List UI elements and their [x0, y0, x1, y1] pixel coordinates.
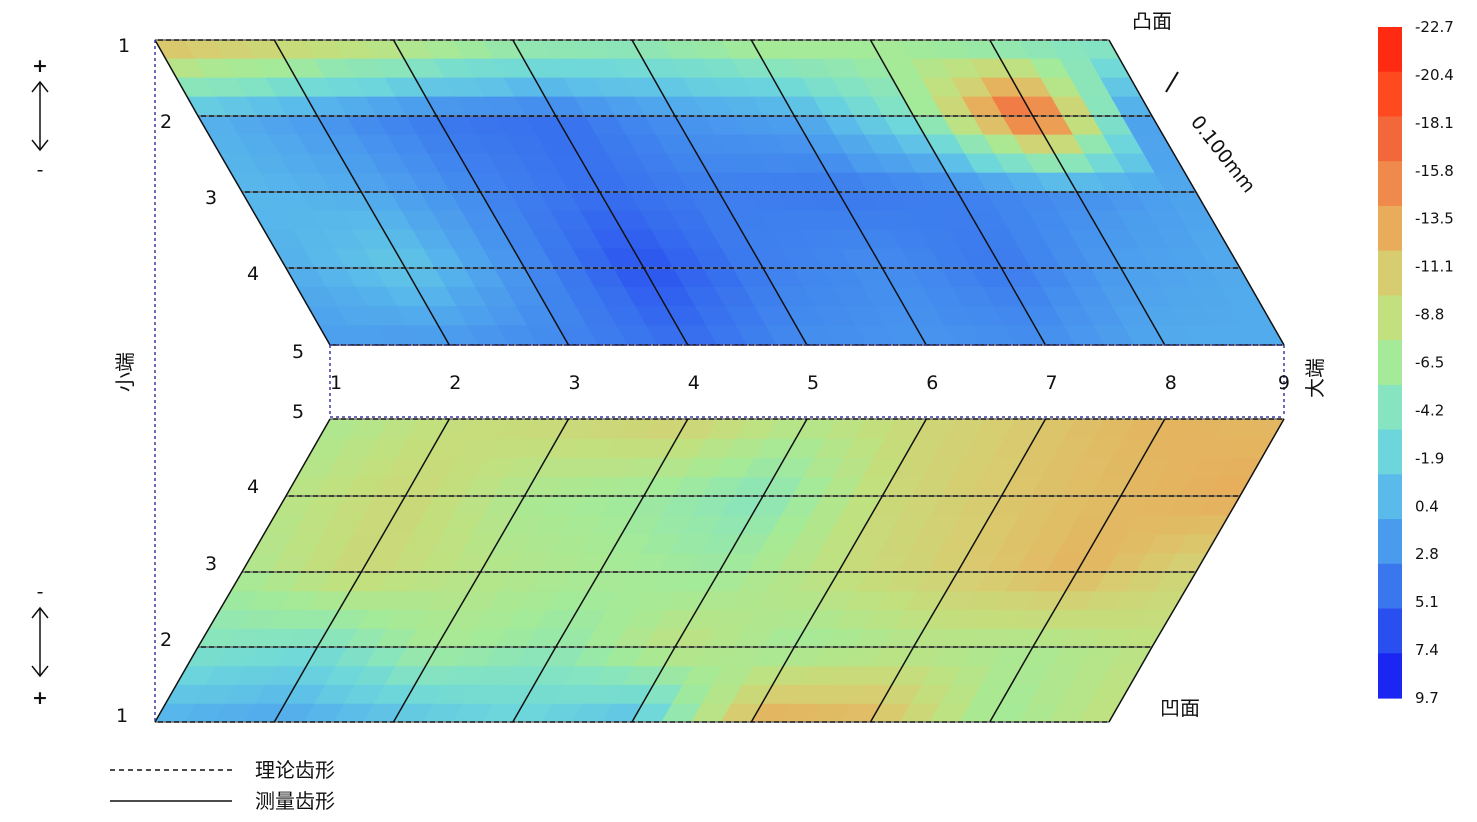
colorbar: -22.7 -20.4 -18.1 -15.8 -13.5 -11.1 -8.8 -6.5 -4…	[1378, 18, 1454, 707]
concave-row-tick: 4	[247, 476, 259, 498]
concave-col-line	[989, 418, 1166, 723]
colorbar-tick: -1.9	[1415, 449, 1444, 467]
convex-col-line	[512, 39, 689, 346]
colorbar-swatch	[1378, 608, 1402, 654]
lower-sign-axis	[31, 606, 49, 678]
colorbar-tick: -22.7	[1415, 18, 1454, 36]
concave-row-ticks: 1 2 3 4 5	[116, 401, 304, 727]
upper-arrow-head-down	[31, 139, 49, 152]
convex-row-tick: 4	[247, 263, 259, 285]
concave-row-tick: 3	[205, 553, 217, 575]
convex-col-line	[154, 39, 331, 346]
concave-col-line	[154, 418, 331, 723]
convex-col-line	[869, 39, 1047, 346]
scale-label: 0.100mm	[1186, 112, 1260, 198]
colorbar-tick: -4.2	[1415, 401, 1444, 419]
colorbar-swatch	[1378, 295, 1402, 341]
colorbar-tick: -13.5	[1415, 210, 1454, 228]
convex-row-tick: 2	[160, 111, 172, 133]
small-end-label: 小端	[113, 352, 137, 392]
x-tick: 2	[449, 372, 461, 394]
convex-row-tick: 5	[292, 341, 304, 363]
concave-grid	[154, 418, 1285, 723]
concave-col-line	[1108, 418, 1285, 723]
x-tick: 5	[807, 372, 819, 394]
colorbar-swatch	[1378, 429, 1402, 475]
x-tick: 4	[688, 372, 700, 394]
convex-col-line	[273, 39, 450, 346]
upper-sign-axis	[31, 80, 49, 152]
lower-arrow-head-down	[31, 665, 49, 678]
frame	[154, 40, 1285, 722]
colorbar-swatch	[1378, 653, 1402, 699]
colorbar-tick: -15.8	[1415, 162, 1454, 180]
colorbar-tick: -8.8	[1415, 306, 1444, 324]
colorbar-swatch	[1378, 563, 1402, 610]
x-tick: 3	[568, 372, 580, 394]
legend-measured-label: 测量齿形	[255, 789, 335, 813]
colorbar-swatch	[1378, 250, 1402, 296]
concave-col-line	[631, 418, 808, 723]
concave-col-line	[273, 418, 450, 723]
colorbar-swatch	[1378, 116, 1402, 162]
convex-face-label: 凸面	[1132, 9, 1172, 33]
legend-theoretical-label: 理论齿形	[255, 758, 335, 782]
upper-minus-sign: -	[37, 159, 44, 181]
x-ticks: 1 2 3 4 5 6 7 8 9	[330, 372, 1290, 394]
colorbar-swatch	[1378, 340, 1402, 386]
convex-grid	[154, 39, 1285, 346]
convex-row-tick: 3	[205, 187, 217, 209]
concave-col-line	[750, 418, 927, 723]
colorbar-tick: -18.1	[1415, 114, 1454, 132]
colorbar-tick: -20.4	[1415, 66, 1454, 84]
colorbar-tick: -6.5	[1415, 354, 1444, 372]
colorbar-swatch	[1378, 205, 1402, 252]
lower-plus-sign: +	[32, 687, 48, 709]
colorbar-tick: 2.8	[1415, 545, 1439, 563]
concave-col-line	[512, 418, 689, 723]
convex-col-line	[392, 39, 570, 346]
concave-row-tick: 1	[116, 705, 128, 727]
x-tick: 6	[926, 372, 938, 394]
x-tick: 7	[1045, 372, 1057, 394]
upper-plus-sign: +	[32, 55, 48, 77]
convex-row-ticks: 1 2 3 4 5	[118, 35, 304, 363]
colorbar-swatch	[1378, 384, 1402, 431]
upper-arrow-head-up	[31, 80, 49, 93]
lower-arrow-head-up	[31, 606, 49, 619]
concave-col-line	[392, 418, 570, 723]
convex-col-line	[631, 39, 808, 346]
colorbar-tick: 0.4	[1415, 497, 1439, 515]
scale-bar	[1165, 71, 1179, 93]
colorbar-swatch	[1378, 474, 1402, 520]
convex-col-line	[989, 39, 1166, 346]
convex-col-line	[1108, 39, 1285, 346]
colorbar-swatch	[1378, 161, 1402, 207]
concave-face-label: 凹面	[1160, 696, 1200, 720]
concave-col-line	[869, 418, 1047, 723]
colorbar-swatch	[1378, 519, 1402, 565]
colorbar-tick: 5.1	[1415, 593, 1439, 611]
concave-surface	[154, 418, 1285, 723]
x-tick: 8	[1165, 372, 1177, 394]
colorbar-tick: 9.7	[1415, 689, 1439, 707]
convex-col-line	[750, 39, 927, 346]
convex-row-tick: 1	[118, 35, 130, 57]
concave-row-tick: 2	[160, 629, 172, 651]
large-end-label: 大端	[1303, 358, 1327, 398]
x-tick: 1	[330, 372, 342, 394]
colorbar-swatch	[1378, 71, 1402, 117]
colorbar-tick: -11.1	[1415, 258, 1454, 276]
colorbar-tick: 7.4	[1415, 641, 1439, 659]
concave-row-tick: 5	[292, 401, 304, 423]
x-tick: 9	[1278, 372, 1290, 394]
colorbar-swatch	[1378, 27, 1402, 73]
lower-minus-sign: -	[37, 581, 44, 603]
